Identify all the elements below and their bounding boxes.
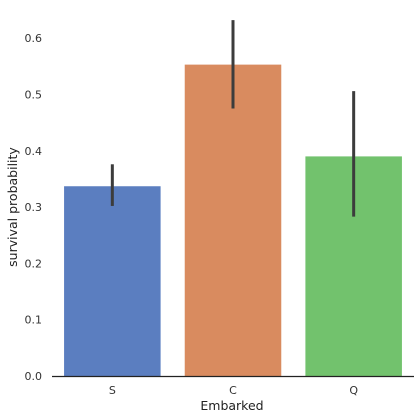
y-tick-label: 0.3: [25, 201, 43, 214]
x-axis-label: Embarked: [200, 398, 263, 413]
y-ticks: 0.0 0.1 0.2 0.3 0.4 0.5 0.6: [25, 32, 43, 383]
error-bars: [110, 20, 356, 217]
bars: [64, 64, 402, 376]
bar-s: [64, 186, 161, 376]
x-tick-label-c: C: [229, 384, 237, 397]
y-tick-label: 0.6: [25, 32, 43, 45]
y-axis-label: survival probability: [5, 147, 20, 267]
y-tick-label: 0.4: [25, 145, 43, 158]
x-tick-label-s: S: [109, 384, 116, 397]
y-tick-label: 0.1: [25, 314, 43, 327]
bar-c: [184, 64, 282, 376]
x-tick-label-q: Q: [349, 384, 358, 397]
y-tick-label: 0.0: [25, 370, 43, 383]
y-tick-label: 0.5: [25, 88, 43, 101]
y-tick-label: 0.2: [25, 257, 43, 270]
